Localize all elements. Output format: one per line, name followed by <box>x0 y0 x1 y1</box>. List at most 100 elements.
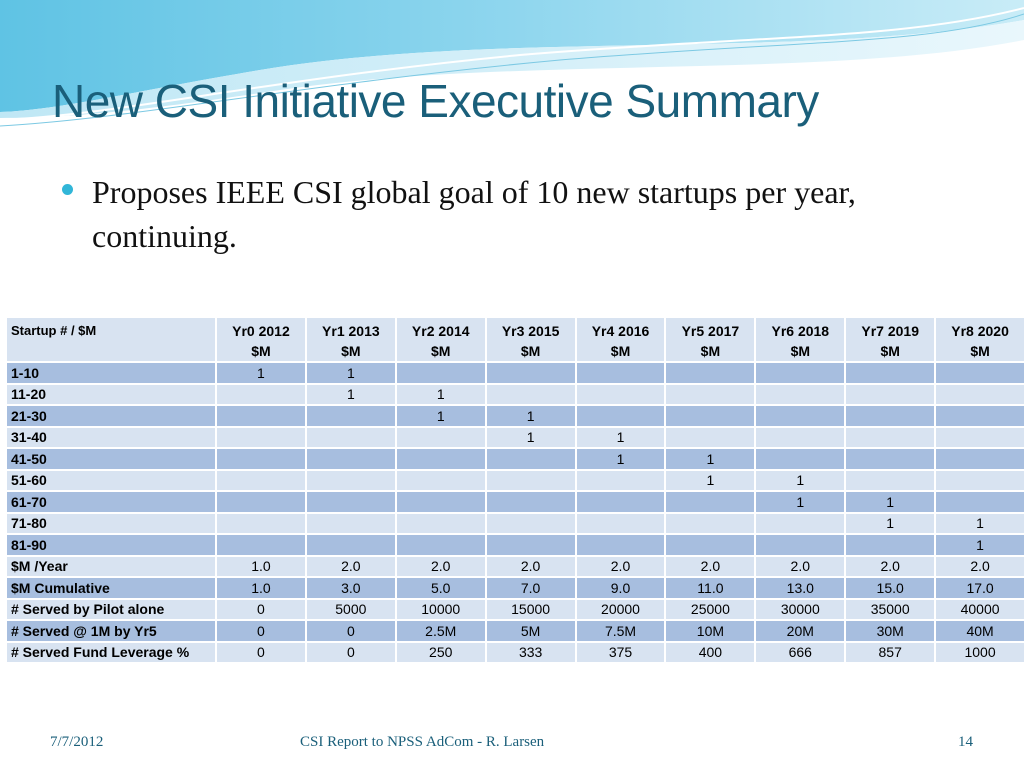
table-cell: 1 <box>934 511 1024 535</box>
row-label: $M /Year <box>5 554 217 578</box>
table-cell: 0 <box>304 640 397 664</box>
header-year-unit: $M <box>610 343 631 359</box>
table-cell <box>934 361 1024 385</box>
table-row: $M Cumulative 1.0 3.0 5.0 7.0 9.0 11.0 13.0 15.0… <box>5 576 1024 600</box>
table-cell: 1 <box>754 490 847 514</box>
row-label: 51-60 <box>5 468 217 492</box>
table-cell <box>664 382 757 406</box>
table-cell <box>574 468 667 492</box>
table-row: 81-90 1 <box>5 533 1024 557</box>
table-cell <box>484 468 577 492</box>
header-year-unit: $M <box>341 343 361 359</box>
table-cell <box>304 533 397 557</box>
header-year-unit: $M <box>251 343 271 359</box>
header-rowhead: Startup # / $M <box>5 316 217 363</box>
table-cell <box>844 447 937 471</box>
header-year-unit: $M <box>520 343 541 359</box>
table-cell <box>574 533 667 557</box>
table-cell: 1 <box>304 361 397 385</box>
table-cell <box>304 511 397 535</box>
header-year: Yr3 2015 $M <box>484 316 577 363</box>
row-label: # Served by Pilot alone <box>5 597 217 621</box>
table-cell <box>215 447 307 471</box>
table-cell <box>664 533 757 557</box>
table-cell: 2.0 <box>574 554 667 578</box>
table-cell <box>484 511 577 535</box>
row-label: 81-90 <box>5 533 217 557</box>
table-cell <box>844 425 937 449</box>
table-cell: 2.0 <box>844 554 937 578</box>
table-cell: 1 <box>304 382 397 406</box>
table-cell: 1 <box>215 361 307 385</box>
row-label: # Served @ 1M by Yr5 <box>5 619 217 643</box>
table-cell: 1 <box>574 447 667 471</box>
table-row: # Served by Pilot alone 0 5000 10000 15000 20… <box>5 597 1024 621</box>
table-cell <box>215 382 307 406</box>
header-year: Yr7 2019 $M <box>844 316 937 363</box>
header-year-label: Yr6 2018 <box>771 323 830 339</box>
table-cell: 2.0 <box>934 554 1024 578</box>
slide-title: New CSI Initiative Executive Summary <box>52 75 819 127</box>
table-cell <box>484 382 577 406</box>
table-cell: 5000 <box>304 597 397 621</box>
table-cell: 1000 <box>934 640 1024 664</box>
table-row: 1-10 1 1 <box>5 361 1024 385</box>
table-cell <box>394 447 487 471</box>
table-cell <box>304 404 397 428</box>
table-cell <box>934 490 1024 514</box>
table-row: 61-70 1 1 <box>5 490 1024 514</box>
table-cell: 0 <box>304 619 397 643</box>
table-cell <box>304 490 397 514</box>
table-cell: 2.0 <box>394 554 487 578</box>
table-cell: 375 <box>574 640 667 664</box>
table-cell <box>754 361 847 385</box>
table-cell: 1 <box>844 511 937 535</box>
table-cell <box>304 468 397 492</box>
table-cell: 35000 <box>844 597 937 621</box>
table-cell: 400 <box>664 640 757 664</box>
table-cell: 0 <box>215 640 307 664</box>
row-label: 11-20 <box>5 382 217 406</box>
row-label: 71-80 <box>5 511 217 535</box>
table-cell: 25000 <box>664 597 757 621</box>
row-label: 21-30 <box>5 404 217 428</box>
header-year-unit: $M <box>700 343 721 359</box>
table-cell <box>215 511 307 535</box>
table-cell <box>754 533 847 557</box>
header-year-label: Yr8 2020 <box>951 323 1009 339</box>
header-year-unit: $M <box>431 343 451 359</box>
header-year-label: Yr0 2012 <box>232 323 290 339</box>
table-cell <box>844 361 937 385</box>
table-cell <box>934 382 1024 406</box>
row-label: 31-40 <box>5 425 217 449</box>
header-wave-decoration <box>0 0 1024 127</box>
header-year: Yr6 2018 $M <box>754 316 847 363</box>
table-row: 71-80 1 1 <box>5 511 1024 535</box>
table-cell: 30000 <box>754 597 847 621</box>
table-cell: 2.0 <box>664 554 757 578</box>
table-cell: 20M <box>754 619 847 643</box>
table-cell <box>664 490 757 514</box>
header-year-label: Yr7 2019 <box>861 323 919 339</box>
table-cell <box>574 361 667 385</box>
table-cell <box>394 425 487 449</box>
table-cell: 1 <box>484 404 577 428</box>
table-cell: 1 <box>754 468 847 492</box>
table-cell <box>754 447 847 471</box>
table-cell <box>664 425 757 449</box>
table-header-row: Startup # / $M Yr0 2012 $M Yr1 2013 $M Yr2… <box>5 316 1024 363</box>
header-year: Yr0 2012 $M <box>215 316 307 363</box>
table-cell <box>394 511 487 535</box>
table-cell <box>484 447 577 471</box>
table-cell <box>844 404 937 428</box>
table-cell <box>394 468 487 492</box>
table-cell <box>484 533 577 557</box>
table-cell: 15.0 <box>844 576 937 600</box>
table-cell <box>934 404 1024 428</box>
table-cell: 1.0 <box>215 576 307 600</box>
row-label: $M Cumulative <box>5 576 217 600</box>
table-cell: 2.0 <box>484 554 577 578</box>
header-year-unit: $M <box>970 343 990 359</box>
table-row: 11-20 1 1 <box>5 382 1024 406</box>
table-cell <box>754 404 847 428</box>
